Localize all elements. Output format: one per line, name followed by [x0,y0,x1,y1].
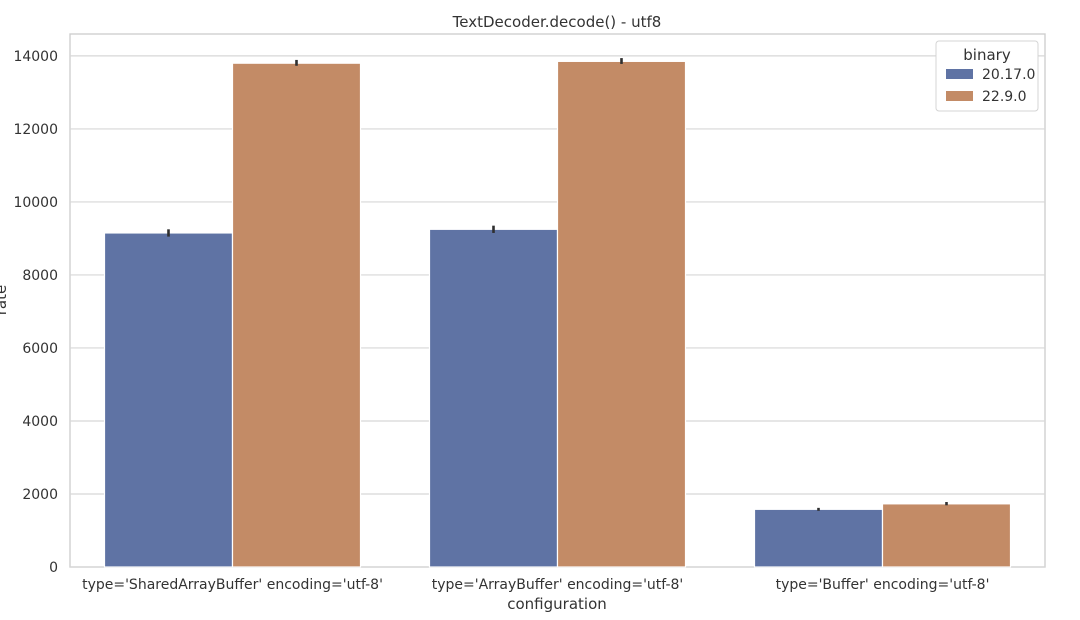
bar-22.9.0-2 [881,503,1012,568]
y-tick-label: 14000 [13,49,58,65]
y-tick-label: 0 [49,560,58,576]
chart-title: TextDecoder.decode() - utf8 [452,13,662,31]
y-axis-title: rate [0,285,10,315]
bar-22.9.0-0 [231,62,362,568]
bar-20.17.0-0 [103,232,234,568]
legend-label: 22.9.0 [982,89,1027,105]
error-bars [167,58,948,511]
legend-swatch-20.17.0 [946,69,973,79]
bar-20.17.0-1 [428,228,559,568]
x-axis-title: configuration [507,595,607,613]
x-tick-label: type='SharedArrayBuffer' encoding='utf-8… [82,577,383,593]
legend-label: 20.17.0 [982,67,1035,83]
y-tick-label: 4000 [22,414,58,430]
y-tick-label: 8000 [22,268,58,284]
y-axis-ticks: 0 2000 4000 6000 8000 10000 12000 14000 [13,49,58,576]
legend-swatch-22.9.0 [946,91,973,101]
bar-22.9.0-1 [556,60,687,568]
y-tick-label: 2000 [22,487,58,503]
x-axis-ticks: type='SharedArrayBuffer' encoding='utf-8… [82,577,989,593]
bars [103,60,1012,568]
legend-items: 20.17.0 22.9.0 [946,67,1035,105]
x-tick-label: type='Buffer' encoding='utf-8' [776,577,990,593]
legend-title: binary [963,46,1011,64]
y-tick-label: 10000 [13,195,58,211]
y-tick-label: 12000 [13,122,58,138]
x-tick-label: type='ArrayBuffer' encoding='utf-8' [432,577,684,593]
bar-20.17.0-2 [753,508,884,568]
legend: binary 20.17.0 22.9.0 [935,40,1039,112]
y-tick-label: 6000 [22,341,58,357]
